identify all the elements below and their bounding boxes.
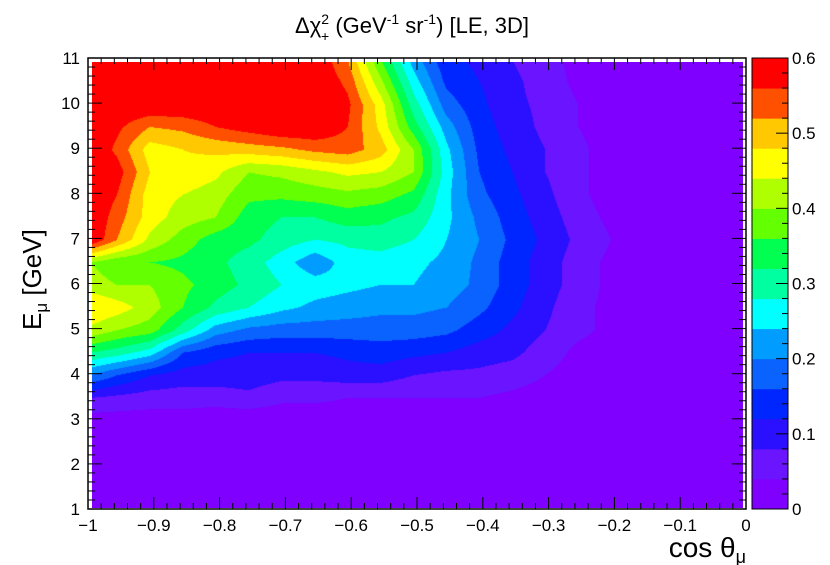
z-tick-label: 0.6 bbox=[792, 49, 816, 68]
title-rest: ) [LE, 3D] bbox=[436, 13, 529, 38]
y-tick-label: 8 bbox=[71, 184, 80, 203]
z-tick-label: 0 bbox=[792, 500, 801, 519]
z-tick-label: 0.3 bbox=[792, 275, 816, 294]
x-tick-label: −0.4 bbox=[466, 516, 500, 535]
x-tick-label: −0.1 bbox=[663, 516, 697, 535]
title-delta: Δχ bbox=[295, 13, 322, 38]
title-sub: + bbox=[321, 28, 329, 44]
x-tick-label: −0.2 bbox=[598, 516, 632, 535]
x-tick-label: −0.3 bbox=[532, 516, 566, 535]
y-axis-ticks: 1 2 3 4 5 6 7 8 9 10 11 bbox=[61, 49, 746, 519]
x-tick-label: −0.7 bbox=[269, 516, 303, 535]
title-sup: 2 bbox=[321, 11, 329, 27]
color-scale-ticks: 0 0.1 0.2 0.3 0.4 0.5 0.6 bbox=[776, 49, 816, 519]
z-tick-label: 0.2 bbox=[792, 350, 816, 369]
x-tick-label: −0.8 bbox=[203, 516, 237, 535]
z-tick-label: 0.5 bbox=[792, 124, 816, 143]
z-tick-label: 0.1 bbox=[792, 425, 816, 444]
color-scale bbox=[752, 58, 788, 510]
y-tick-label: 11 bbox=[62, 49, 80, 68]
y-tick-label: 5 bbox=[71, 320, 80, 339]
x-tick-label: 0 bbox=[741, 516, 750, 535]
y-tick-label: 10 bbox=[61, 94, 80, 113]
x-tick-label: −0.6 bbox=[334, 516, 368, 535]
y-tick-label: 1 bbox=[71, 500, 80, 519]
title-gev: (GeV bbox=[329, 13, 387, 38]
y-axis-title: Eμ [GeV] bbox=[17, 229, 51, 330]
title-sr-exp: -1 bbox=[424, 11, 437, 27]
y-axis-title-unit: [GeV] bbox=[17, 229, 47, 303]
x-axis-title: cos θμ bbox=[669, 532, 746, 565]
x-axis-title-main: cos θ bbox=[669, 532, 736, 563]
y-tick-label: 6 bbox=[71, 275, 80, 294]
y-tick-label: 2 bbox=[71, 455, 80, 474]
y-tick-label: 4 bbox=[71, 365, 80, 384]
chart-title: Δχ2 + (GeV-1 sr-1) [LE, 3D] bbox=[295, 11, 529, 44]
y-tick-label: 3 bbox=[71, 410, 80, 429]
z-tick-label: 0.4 bbox=[792, 199, 816, 218]
x-tick-label: −0.9 bbox=[137, 516, 171, 535]
y-axis-title-main: E bbox=[17, 313, 47, 330]
x-axis-ticks: −1 −0.9 −0.8 −0.7 −0.6 −0.5 −0.4 −0.3 −0.2 −0.1 0 bbox=[78, 58, 751, 535]
title-gev-exp: -1 bbox=[387, 11, 400, 27]
heatmap-surface bbox=[92, 62, 743, 508]
y-tick-label: 7 bbox=[71, 229, 80, 248]
title-sr: sr bbox=[399, 13, 423, 38]
y-tick-label: 9 bbox=[71, 139, 80, 158]
x-axis-title-sub: μ bbox=[736, 547, 746, 565]
x-tick-label: −1 bbox=[78, 516, 97, 535]
y-axis-title-sub: μ bbox=[32, 303, 51, 313]
x-tick-label: −0.5 bbox=[400, 516, 434, 535]
